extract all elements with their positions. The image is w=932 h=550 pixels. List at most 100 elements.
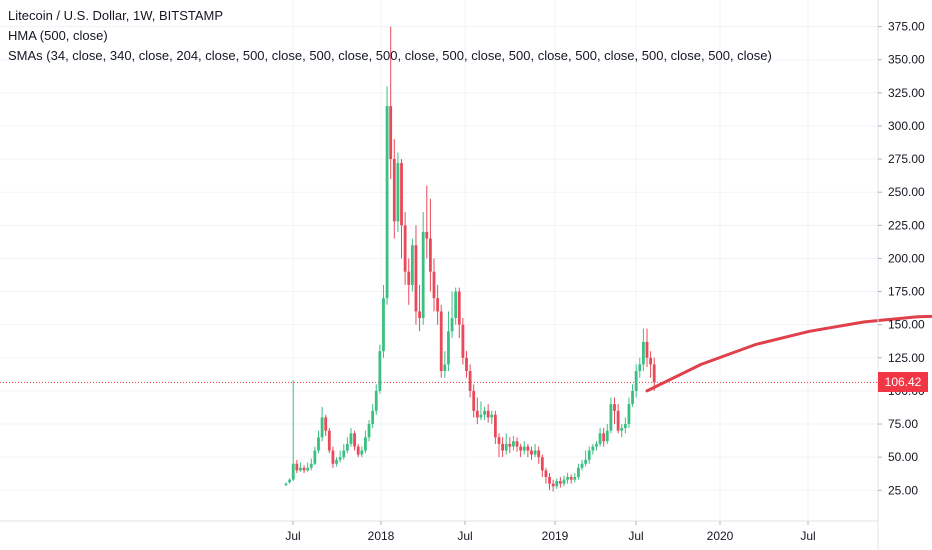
candle — [512, 435, 515, 451]
candle — [623, 417, 627, 434]
candle — [410, 238, 414, 292]
candle — [295, 459, 299, 474]
candle — [425, 185, 429, 259]
candle — [327, 428, 331, 454]
y-tick-label: 150.00 — [888, 318, 925, 332]
candle — [620, 424, 624, 438]
candle — [551, 479, 555, 492]
candle — [566, 473, 569, 484]
candle — [396, 152, 400, 232]
candlestick-series — [284, 26, 656, 492]
candle — [631, 384, 634, 407]
candle — [580, 459, 584, 471]
last-price-badge: 106.42 — [878, 372, 928, 393]
candle — [436, 284, 440, 325]
y-tick-label: 275.00 — [888, 152, 925, 166]
candle — [353, 430, 356, 451]
candle — [288, 478, 292, 484]
x-tick-label: 2019 — [542, 529, 569, 543]
candle — [389, 26, 393, 179]
candle — [641, 328, 645, 372]
candle — [324, 414, 328, 436]
candle — [418, 284, 421, 332]
candle — [421, 212, 425, 325]
candle — [595, 441, 598, 451]
time-axis[interactable]: Jul 2018 Jul 2019 Jul 2020 Jul — [285, 521, 816, 543]
candle — [613, 397, 616, 425]
candle — [537, 446, 541, 464]
candle — [555, 478, 559, 489]
candle — [360, 446, 364, 458]
x-tick-label: Jul — [800, 529, 815, 543]
candle — [302, 465, 306, 474]
x-tick-label: Jul — [457, 529, 472, 543]
candle — [587, 446, 591, 464]
candle — [609, 397, 613, 434]
candle — [342, 443, 346, 460]
candle — [306, 462, 310, 472]
candle — [291, 380, 295, 482]
candle — [483, 406, 486, 421]
candle — [320, 406, 324, 442]
candle — [317, 430, 320, 454]
candle — [400, 159, 403, 259]
candle — [493, 410, 497, 444]
y-tick-label: 125.00 — [888, 351, 925, 365]
candle — [374, 384, 378, 415]
candle — [367, 420, 371, 442]
candle — [490, 410, 494, 425]
candle — [443, 351, 447, 378]
candle — [331, 446, 335, 468]
candle — [378, 344, 382, 394]
hma-line — [645, 314, 932, 393]
candle — [508, 437, 512, 454]
y-tick-label: 25.00 — [888, 483, 918, 497]
candle — [457, 287, 461, 338]
chart-legend: Litecoin / U.S. Dollar, 1W, BITSTAMP HMA… — [8, 6, 772, 66]
candle — [313, 446, 317, 466]
y-tick-label: 175.00 — [888, 285, 925, 299]
candle — [450, 291, 454, 338]
candle — [501, 437, 504, 458]
candle — [652, 357, 656, 391]
x-tick-label: 2018 — [368, 529, 395, 543]
smas-indicator-label[interactable]: SMAs (34, close, 340, close, 204, close,… — [8, 48, 772, 63]
candle — [602, 428, 606, 447]
x-tick-label: 2020 — [707, 529, 734, 543]
candle — [349, 428, 353, 447]
candle — [504, 433, 508, 455]
hma-indicator-label[interactable]: HMA (500, close) — [8, 28, 108, 43]
candle — [515, 437, 519, 452]
y-tick-label: 200.00 — [888, 251, 925, 265]
y-tick-label: 300.00 — [888, 119, 925, 133]
candle — [616, 404, 620, 434]
candle — [544, 467, 548, 484]
candle — [345, 437, 349, 454]
candle — [407, 258, 411, 305]
candle — [338, 450, 342, 463]
candle — [540, 454, 544, 478]
candle — [591, 443, 595, 455]
candle — [447, 311, 450, 372]
candle — [584, 450, 588, 467]
candle — [382, 284, 385, 358]
candle — [475, 397, 479, 425]
candle — [335, 457, 338, 467]
candle — [432, 258, 436, 312]
candle — [414, 225, 418, 325]
candle — [569, 474, 573, 484]
y-tick-label: 50.00 — [888, 450, 918, 464]
candle — [439, 304, 443, 378]
candle — [364, 430, 367, 454]
candle — [403, 212, 407, 285]
candle — [526, 443, 530, 458]
candle — [573, 473, 577, 483]
candle — [465, 351, 468, 378]
candle — [479, 401, 483, 421]
candle — [519, 443, 523, 458]
candle — [284, 482, 288, 487]
price-axis[interactable]: 25.0050.0075.00100.00125.00150.00175.002… — [878, 20, 925, 498]
symbol-title[interactable]: Litecoin / U.S. Dollar, 1W, BITSTAMP — [8, 8, 224, 23]
candle — [627, 397, 631, 429]
